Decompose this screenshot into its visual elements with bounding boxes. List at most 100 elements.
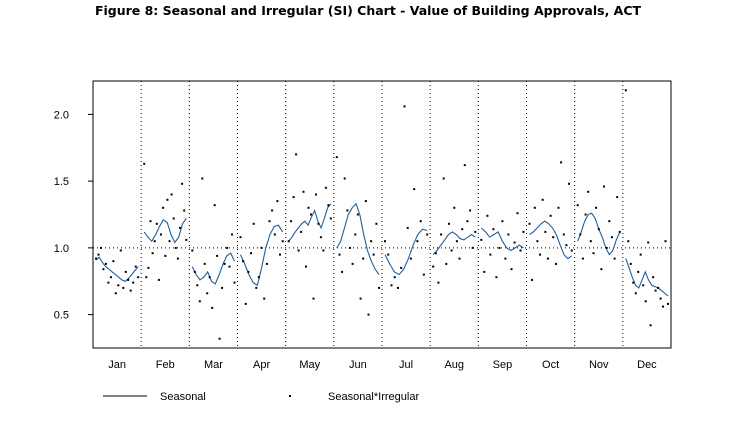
si-point — [422, 273, 425, 276]
si-point — [618, 230, 621, 233]
si-point — [268, 220, 271, 223]
si-point — [134, 265, 137, 268]
si-point — [346, 209, 349, 212]
si-point — [434, 252, 437, 255]
si-point — [616, 196, 619, 199]
si-point — [239, 236, 242, 239]
si-point — [242, 260, 245, 263]
si-point — [216, 254, 219, 257]
seasonal-segment-nov — [577, 212, 621, 256]
si-point — [603, 185, 605, 188]
si-point — [364, 200, 367, 203]
si-point — [324, 186, 327, 189]
si-point — [400, 266, 403, 269]
si-point — [455, 240, 458, 243]
seasonal-segment-dec — [625, 258, 669, 297]
si-point — [613, 257, 616, 260]
si-point — [639, 253, 642, 256]
si-point — [129, 289, 132, 292]
si-point — [149, 220, 152, 223]
si-point — [632, 281, 635, 284]
si-point — [597, 228, 600, 231]
si-point-layer — [95, 89, 669, 340]
si-point — [223, 262, 226, 265]
si-point — [498, 246, 501, 249]
si-point — [483, 270, 486, 273]
si-point — [426, 233, 429, 236]
legend-si-swatch — [289, 395, 291, 397]
axis-layer: 0.5 1.0 1.5 2.0 Jan Feb Mar Apr May Jun Jul Aug Sep O… — [54, 109, 657, 371]
si-point — [279, 253, 281, 256]
si-point — [176, 257, 179, 260]
x-tick-label-feb: Feb — [156, 359, 175, 371]
si-point — [416, 240, 419, 243]
x-tick-label-may: May — [299, 359, 320, 371]
si-point — [356, 213, 359, 216]
si-point — [637, 270, 640, 273]
si-point — [495, 276, 498, 279]
si-point — [539, 253, 541, 256]
si-point — [151, 252, 154, 255]
seasonal-segment-sep — [480, 227, 524, 252]
si-point — [218, 337, 221, 340]
si-point — [624, 89, 627, 92]
si-point — [109, 276, 112, 279]
x-tick-label-jul: Jul — [399, 359, 413, 371]
si-point — [260, 246, 263, 249]
si-point — [453, 206, 456, 209]
si-point — [448, 222, 450, 225]
x-tick-label-apr: Apr — [253, 359, 270, 371]
si-point — [592, 252, 595, 255]
si-point — [531, 278, 534, 281]
si-point — [519, 249, 522, 252]
si-point — [463, 164, 466, 167]
si-point — [155, 222, 158, 225]
si-point — [95, 257, 97, 260]
seasonal-segment-jul — [384, 228, 428, 276]
si-point — [295, 153, 298, 156]
si-point — [329, 217, 332, 220]
seasonal-segment-apr — [239, 224, 284, 287]
si-point — [445, 262, 448, 265]
si-point — [372, 253, 375, 256]
si-point — [370, 240, 373, 243]
si-point — [119, 249, 122, 252]
seasonal-segment-aug — [432, 231, 476, 255]
x-tick-label-jun: Jun — [349, 359, 367, 371]
si-point — [102, 268, 105, 271]
x-tick-label-sep: Sep — [493, 359, 513, 371]
si-point — [343, 177, 346, 180]
si-point — [164, 254, 167, 257]
si-point — [544, 230, 547, 233]
si-point — [419, 220, 422, 223]
si-point — [97, 253, 100, 256]
si-point — [549, 214, 552, 217]
si-point — [276, 200, 279, 203]
si-point — [132, 281, 135, 284]
seasonal-line-layer — [95, 202, 669, 297]
si-point — [584, 213, 587, 216]
si-point — [263, 297, 266, 300]
si-point — [570, 249, 573, 252]
x-tick-label-oct: Oct — [542, 359, 559, 371]
si-point — [642, 284, 645, 287]
seasonal-segment-oct — [529, 220, 573, 260]
si-point — [319, 236, 322, 239]
legend: Seasonal Seasonal*Irregular — [103, 391, 419, 403]
si-point — [662, 305, 664, 308]
si-point — [213, 204, 216, 207]
si-point — [413, 188, 416, 191]
si-point — [196, 284, 199, 287]
x-tick-label-nov: Nov — [589, 359, 609, 371]
si-point — [191, 249, 194, 252]
si-point — [667, 302, 669, 305]
si-point — [552, 236, 555, 239]
si-point — [652, 276, 655, 279]
si-point — [486, 214, 489, 217]
chart-title: Figure 8: Seasonal and Irregular (SI) Ch… — [94, 3, 642, 18]
si-point — [536, 240, 539, 243]
si-point — [501, 220, 504, 223]
si-point — [287, 240, 290, 243]
si-point — [437, 281, 440, 284]
